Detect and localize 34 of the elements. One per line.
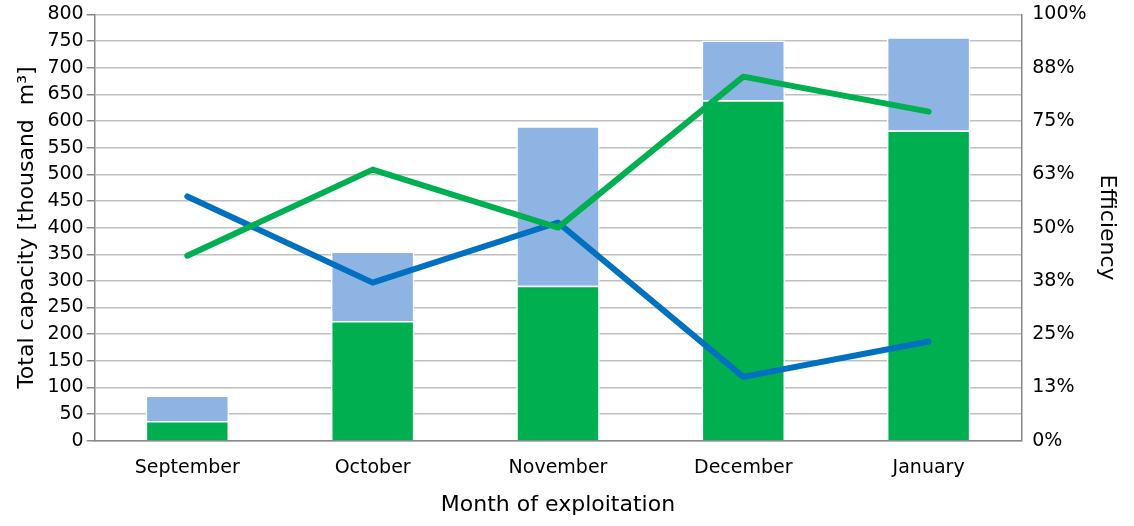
x-tick-label: December (694, 455, 793, 478)
y2-tick-label: 63% (1032, 161, 1075, 184)
y2-tick-label: 50% (1032, 214, 1075, 237)
y-tick-label: 700 (47, 54, 84, 77)
y-tick-label: 250 (47, 294, 84, 317)
y2-tick-label: 0% (1032, 427, 1063, 450)
x-tick-label: September (134, 455, 241, 478)
y2-tick-label: 13% (1032, 374, 1075, 397)
y-tick-label: 600 (47, 107, 84, 130)
y2-tick-label: 88% (1032, 54, 1075, 77)
y2-tick-label: 38% (1032, 267, 1075, 290)
y-tick-label: 150 (47, 347, 84, 370)
y-tick-label: 300 (47, 267, 84, 290)
y-tick-label: 650 (47, 81, 84, 104)
x-tick-label: November (508, 455, 608, 478)
y-tick-label: 400 (47, 214, 84, 237)
y-tick-label: 550 (47, 134, 84, 157)
y-tick-label: 800 (47, 1, 84, 24)
y-tick-label: 500 (47, 161, 84, 184)
x-tick-label: October (334, 455, 411, 478)
y2-tick-label: 75% (1032, 107, 1075, 130)
x-tick-label: January (891, 455, 965, 478)
y2-axis-title: Efficiency (1096, 174, 1122, 281)
y-tick-label: 200 (47, 321, 84, 344)
y-tick-label: 0 (71, 427, 84, 450)
y2-tick-label: 25% (1032, 321, 1075, 344)
y-tick-label: 350 (47, 241, 84, 264)
y-tick-label: 450 (47, 187, 84, 210)
y-tick-label: 750 (47, 27, 84, 50)
y-axis-title: Total capacity [thousand m³] (12, 66, 38, 390)
y2-tick-label: 100% (1032, 1, 1087, 24)
y-tick-label: 100 (47, 374, 84, 397)
y-tick-label: 50 (59, 401, 84, 424)
x-axis-title: Month of exploitation (440, 490, 676, 516)
